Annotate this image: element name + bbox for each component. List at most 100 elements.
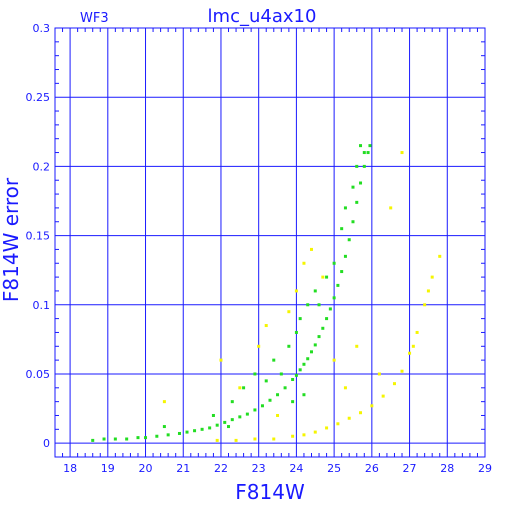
yellow-data-point	[234, 438, 238, 442]
green-data-point	[125, 437, 129, 441]
green-data-point	[351, 220, 355, 224]
x-tick-label: 19	[101, 462, 115, 475]
yellow-data-point	[302, 261, 306, 265]
yellow-data-point	[219, 358, 223, 362]
chart-tag: WF3	[80, 11, 109, 26]
green-data-point	[268, 398, 272, 402]
x-tick-label: 26	[365, 462, 379, 475]
yellow-data-point	[291, 434, 295, 438]
green-data-point	[279, 372, 283, 376]
yellow-data-point	[377, 372, 381, 376]
yellow-data-point	[430, 275, 434, 279]
yellow-data-point	[426, 289, 430, 293]
green-data-point	[223, 420, 227, 424]
x-tick-label: 29	[478, 462, 492, 475]
x-tick-label: 20	[139, 462, 153, 475]
data-points	[91, 144, 442, 442]
green-data-point	[193, 429, 197, 433]
yellow-data-point	[272, 437, 276, 441]
yellow-data-point	[438, 254, 442, 258]
green-data-point	[332, 261, 336, 265]
yellow-data-point	[336, 422, 340, 426]
yellow-data-point	[347, 416, 351, 420]
yellow-data-point	[355, 344, 359, 348]
green-data-point	[208, 426, 212, 430]
green-data-point	[351, 185, 355, 189]
x-tick-label: 24	[289, 462, 303, 475]
green-data-point	[306, 357, 310, 361]
green-data-point	[276, 393, 280, 397]
green-data-point	[298, 368, 302, 372]
green-data-point	[325, 275, 329, 279]
x-tick-label: 22	[214, 462, 228, 475]
green-data-point	[355, 200, 359, 204]
green-data-point	[343, 254, 347, 258]
green-data-point	[340, 270, 344, 274]
green-data-point	[336, 283, 340, 287]
x-tick-label: 25	[327, 462, 341, 475]
yellow-data-point	[215, 438, 219, 442]
green-data-point	[328, 307, 332, 311]
green-data-point	[91, 438, 95, 442]
x-tick-label: 21	[176, 462, 190, 475]
green-data-point	[294, 373, 298, 377]
green-data-point	[287, 344, 291, 348]
green-data-point	[306, 303, 310, 307]
green-data-point	[215, 423, 219, 427]
yellow-data-point	[370, 404, 374, 408]
green-data-point	[264, 379, 268, 383]
yellow-data-point	[400, 369, 404, 373]
yellow-data-point	[381, 394, 385, 398]
green-data-point	[359, 181, 363, 185]
yellow-data-point	[389, 206, 393, 210]
x-tick-label: 23	[252, 462, 266, 475]
green-data-point	[347, 238, 351, 242]
green-data-point	[302, 362, 306, 366]
green-data-point	[317, 335, 321, 339]
green-data-point	[113, 437, 117, 441]
green-data-point	[355, 164, 359, 168]
green-data-point	[230, 400, 234, 404]
yellow-data-point	[400, 151, 404, 155]
green-data-point	[200, 427, 204, 431]
green-data-point	[162, 425, 166, 429]
yellow-data-point	[257, 344, 261, 348]
green-data-point	[253, 408, 257, 412]
yellow-data-point	[415, 330, 419, 334]
green-data-point	[227, 425, 231, 429]
green-data-point	[166, 433, 170, 437]
x-tick-label: 18	[63, 462, 77, 475]
yellow-data-point	[238, 386, 242, 390]
green-data-point	[321, 326, 325, 330]
y-tick-label: 0.2	[33, 160, 51, 173]
green-data-point	[368, 144, 372, 148]
green-data-point	[291, 400, 295, 404]
tick-labels: 18 19 20 21 22 23 24 25 26 27 28 29 0 0.05 0.1 0.15 0.2 0…	[26, 22, 493, 475]
yellow-data-point	[411, 344, 415, 348]
grid-lines	[54, 27, 486, 458]
chart-title: lmc_u4ax10	[208, 6, 317, 27]
yellow-data-point	[309, 247, 313, 251]
y-tick-label: 0.15	[26, 230, 51, 243]
y-axis-title: F814W error	[0, 177, 23, 302]
green-data-point	[302, 393, 306, 397]
yellow-data-point	[423, 303, 427, 307]
yellow-data-point	[313, 430, 317, 434]
y-tick-label: 0	[43, 437, 50, 450]
green-data-point	[343, 206, 347, 210]
x-tick-label: 28	[440, 462, 454, 475]
green-data-point	[298, 317, 302, 321]
green-data-point	[359, 144, 363, 148]
green-data-point	[102, 437, 106, 441]
green-data-point	[185, 430, 189, 434]
tick-marks	[55, 28, 485, 457]
green-data-point	[144, 436, 148, 440]
green-data-point	[340, 227, 344, 231]
green-data-point	[362, 151, 366, 155]
x-tick-label: 27	[403, 462, 417, 475]
green-data-point	[238, 415, 242, 419]
green-data-point	[313, 343, 317, 347]
green-data-point	[366, 151, 370, 155]
yellow-data-point	[325, 426, 329, 430]
green-data-point	[313, 289, 317, 293]
